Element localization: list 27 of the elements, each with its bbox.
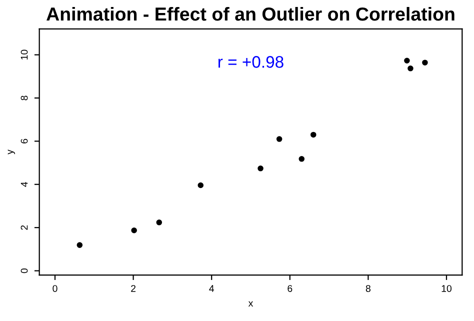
x-tick-label: 10 — [442, 285, 452, 292]
point — [408, 66, 414, 72]
y-tick-label: 8 — [20, 96, 28, 100]
x-tick-label: 6 — [288, 285, 292, 292]
annotation: r = +0.98 — [218, 56, 284, 68]
y-tick-label: 10 — [20, 50, 28, 60]
point — [76, 242, 83, 248]
y-axis-title: y — [8, 150, 15, 154]
y-tick-label: 2 — [20, 225, 28, 230]
x-axis-title: x — [248, 301, 254, 306]
point — [198, 182, 204, 188]
chart-title: Animation - Effect of an Outlier on Correlation — [46, 6, 454, 21]
point — [156, 220, 162, 226]
point — [310, 132, 316, 138]
point — [276, 136, 282, 142]
y-tick-label: 6 — [20, 138, 28, 144]
x-tick-label: 2 — [131, 285, 136, 292]
y-tick-label: 0 — [20, 268, 28, 274]
point — [298, 156, 305, 162]
x-tick-label: 4 — [209, 285, 214, 292]
x-tick-label: 0 — [52, 285, 58, 292]
point — [404, 58, 410, 64]
point — [131, 228, 137, 234]
y-tick-label: 4 — [20, 182, 28, 187]
point — [422, 60, 428, 66]
x-tick-label: 8 — [366, 285, 370, 292]
point — [258, 166, 264, 172]
